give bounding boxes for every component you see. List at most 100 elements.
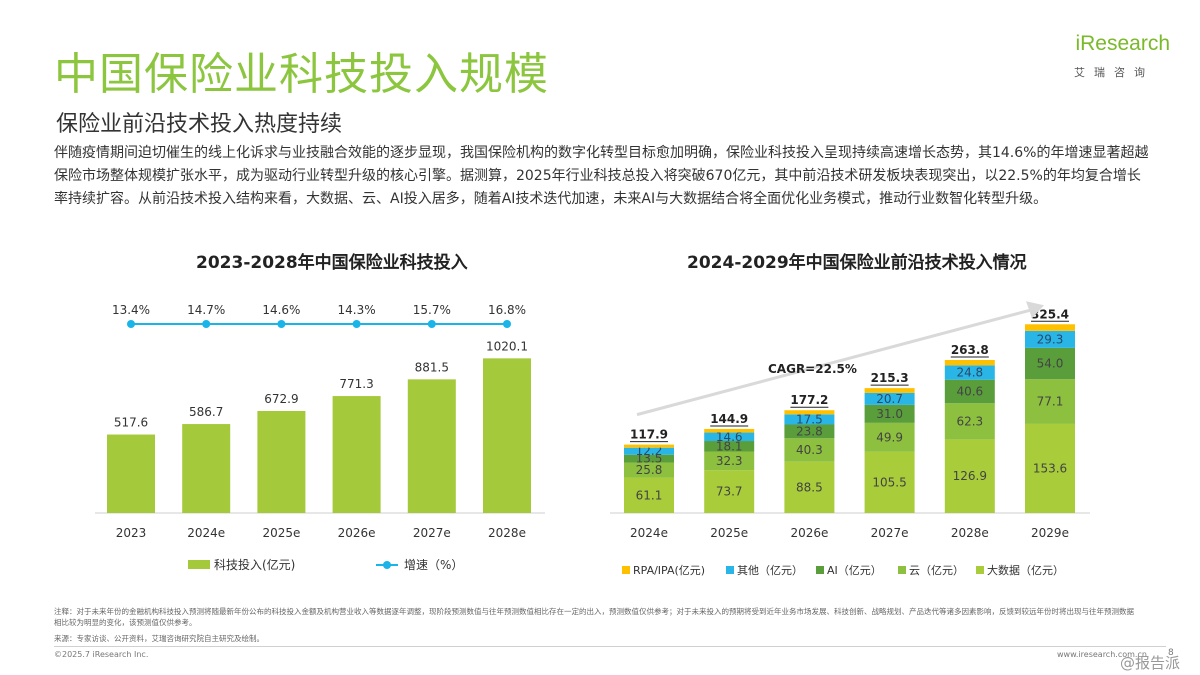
intro-paragraph: 伴随疫情期间迫切催生的线上化诉求与业技融合效能的逐步显现，我国保险机构的数字化转… [54,145,1149,207]
segment-2028e [944,365,995,380]
right-chart-title: 2024-2029年中国保险业前沿技术投入情况 [687,253,1027,273]
growth-label: 14.7% [187,303,225,317]
total-label: 144.9 [710,412,748,426]
x-tick-label: 2027e [871,526,909,540]
growth-point [127,320,135,328]
segment-2026e [784,424,835,439]
footer-divider [54,646,1166,647]
legend-swatch [816,566,824,574]
left-chart-title: 2023-2028年中国保险业科技投入 [196,253,468,273]
segment-2028e [944,439,995,513]
segment-2025e [704,441,755,452]
growth-point [503,320,511,328]
bar-2023 [107,434,155,513]
segment-value-label: 12.2 [636,444,663,458]
segment-2025e [704,432,755,442]
segment-value-label: 32.3 [716,454,743,468]
legend-line-label: 增速（%） [404,558,463,572]
cagr-arrowhead [1026,301,1044,319]
segment-value-label: 61.1 [636,488,663,502]
segment-2024e [624,477,674,513]
x-tick-label: 2029e [1031,526,1069,540]
segment-2026e [784,438,835,462]
total-label: 325.4 [1031,307,1069,321]
x-tick-label: 2026e [338,526,376,540]
legend-swatch [622,566,630,574]
segment-value-label: 40.3 [796,443,823,457]
segment-value-label: 24.8 [956,366,983,380]
segment-value-label: 105.5 [872,475,906,489]
x-tick-label: 2023 [116,526,147,540]
legend-swatch [726,566,734,574]
segment-value-label: 88.5 [796,480,823,494]
page-subtitle: 保险业前沿技术投入热度持续 [56,112,343,137]
x-tick-label: 2025e [710,526,748,540]
segment-2026e [784,414,835,425]
x-tick-label: 2027e [413,526,451,540]
cagr-arrow [636,308,1031,417]
legend-bar-swatch [188,560,210,569]
total-label: 117.9 [630,428,668,442]
total-label: 215.3 [871,371,909,385]
source-note: 来源：专家访谈、公开资料，艾瑞咨询研究院自主研究及绘制。 [54,634,264,643]
segment-2025e [704,428,755,433]
segment-value-label: 40.6 [956,384,983,398]
growth-label: 14.6% [262,303,300,317]
page-number: 8 [1168,648,1174,658]
legend-swatch [976,566,984,574]
growth-point [427,320,436,328]
segment-value-label: 31.0 [876,407,903,421]
segment-value-label: 49.9 [876,430,903,444]
segment-value-label: 23.8 [796,424,823,438]
website-link[interactable]: www.iresearch.com.cn [1057,650,1147,659]
bar-value-label: 672.9 [264,392,298,406]
legend-label: 云（亿元） [909,564,964,577]
segment-2025e [704,451,755,471]
bar-2027e [407,379,456,513]
cagr-annotation: CAGR=22.5% [768,362,857,376]
segment-2027e [864,392,915,405]
growth-label: 16.8% [488,303,526,317]
segment-2027e [864,388,915,393]
total-label: 177.2 [790,393,828,407]
segment-value-label: 29.3 [1037,332,1064,346]
segment-2029e [1025,379,1075,424]
segment-value-label: 25.8 [636,463,663,477]
growth-point [352,320,361,328]
segment-value-label: 77.1 [1037,395,1064,409]
segment-2026e [784,461,835,513]
segment-value-label: 73.7 [716,485,743,499]
segment-2029e [1025,423,1075,513]
legend-label: 大数据（亿元） [987,563,1064,577]
legend-label: AI（亿元） [827,564,882,577]
notes: 注释：对于未来年份的金融机构科技投入预测将随最新年份公布的科技投入金额及机构营业… [54,607,1134,627]
x-tick-label: 2028e [488,526,526,540]
segment-value-label: 20.7 [876,392,903,406]
segment-2024e [624,462,674,478]
segment-2027e [864,404,915,423]
growth-point [202,320,211,328]
segment-2029e [1025,324,1075,331]
total-label: 263.8 [951,343,989,357]
growth-label: 15.7% [413,303,451,317]
bar-value-label: 517.6 [114,416,148,430]
segment-2028e [944,379,995,404]
legend-bar-label: 科技投入(亿元) [214,557,295,572]
growth-point [277,320,286,328]
segment-value-label: 14.6 [716,430,743,444]
watermark: @报告派 [1120,654,1181,672]
segment-value-label: 18.1 [716,439,743,453]
segment-2029e [1025,347,1075,380]
segment-value-label: 62.3 [956,414,983,428]
segment-value-label: 126.9 [953,469,987,483]
bar-value-label: 771.3 [339,377,373,391]
bar-2024e [182,424,231,513]
segment-2025e [704,470,755,513]
x-tick-label: 2028e [951,526,989,540]
bar-value-label: 586.7 [189,405,223,419]
legend-label: RPA/IPA(亿元) [633,564,705,577]
logo-subtext: 艾瑞咨询 [1074,66,1154,79]
x-tick-label: 2025e [262,526,300,540]
